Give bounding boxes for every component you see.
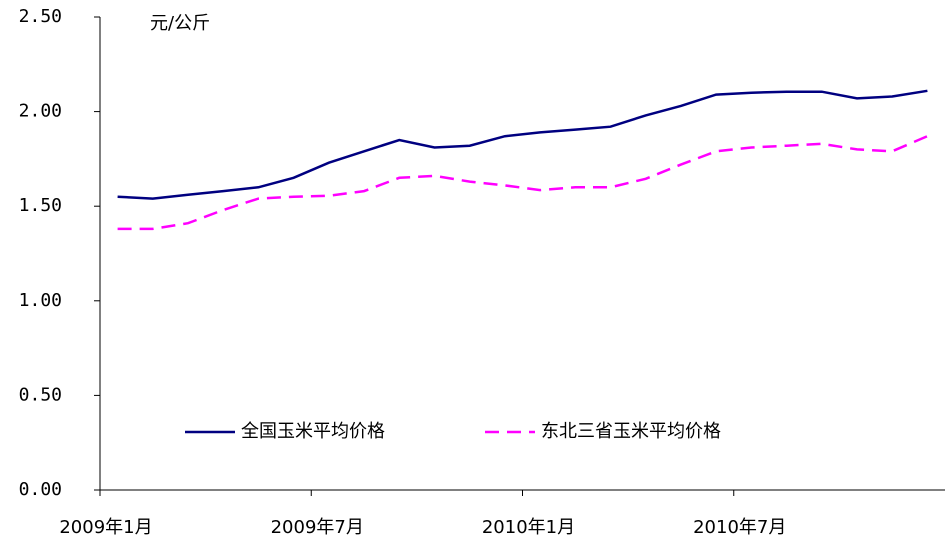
x-tick-label: 2010年1月 — [482, 517, 575, 538]
y-tick-label: 1.50 — [19, 195, 62, 216]
x-tick-label: 2009年1月 — [59, 517, 152, 538]
series-line — [117, 135, 928, 231]
y-tick-label: 0.00 — [19, 479, 62, 500]
y-tick-label: 2.00 — [19, 101, 62, 122]
legend-label: 东北三省玉米平均价格 — [541, 421, 721, 442]
unit-label: 元/公斤 — [150, 13, 210, 34]
y-tick-label: 2.50 — [19, 6, 62, 27]
series-line — [117, 89, 928, 200]
y-tick-label: 1.00 — [19, 290, 62, 311]
x-tick-label: 2010年7月 — [693, 517, 786, 538]
y-tick-label: 0.50 — [19, 384, 62, 405]
x-tick-label: 2009年7月 — [271, 517, 364, 538]
legend-label: 全国玉米平均价格 — [241, 421, 385, 442]
